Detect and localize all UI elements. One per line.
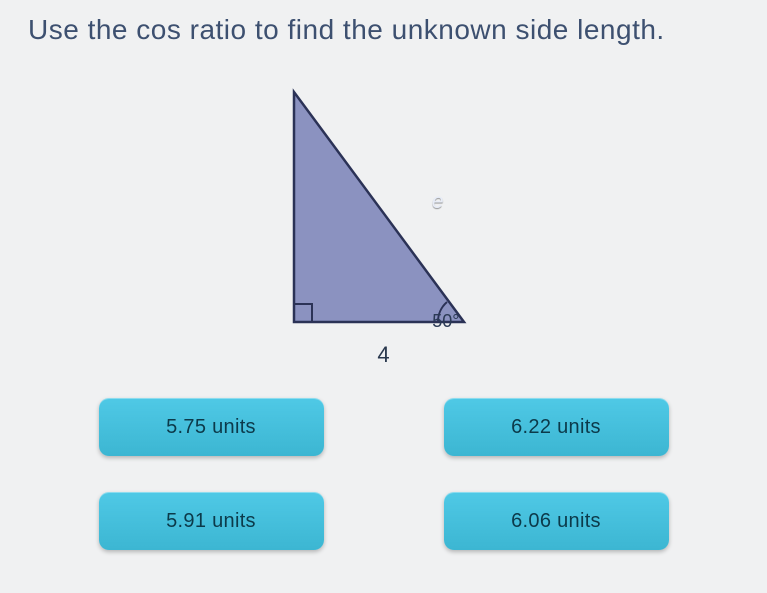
answer-grid: 5.75 units 6.22 units 5.91 units 6.06 un… [99,398,669,550]
answer-option-0[interactable]: 5.75 units [99,398,324,456]
base-label: 4 [377,342,389,368]
hypotenuse-label: e [432,190,444,214]
question-text: Use the cos ratio to find the unknown si… [28,14,739,46]
triangle-figure: e 50° 4 [264,72,504,372]
answer-option-3[interactable]: 6.06 units [444,492,669,550]
answer-option-1[interactable]: 6.22 units [444,398,669,456]
angle-label: 50° [432,311,459,332]
answer-option-2[interactable]: 5.91 units [99,492,324,550]
triangle-svg [264,72,504,362]
